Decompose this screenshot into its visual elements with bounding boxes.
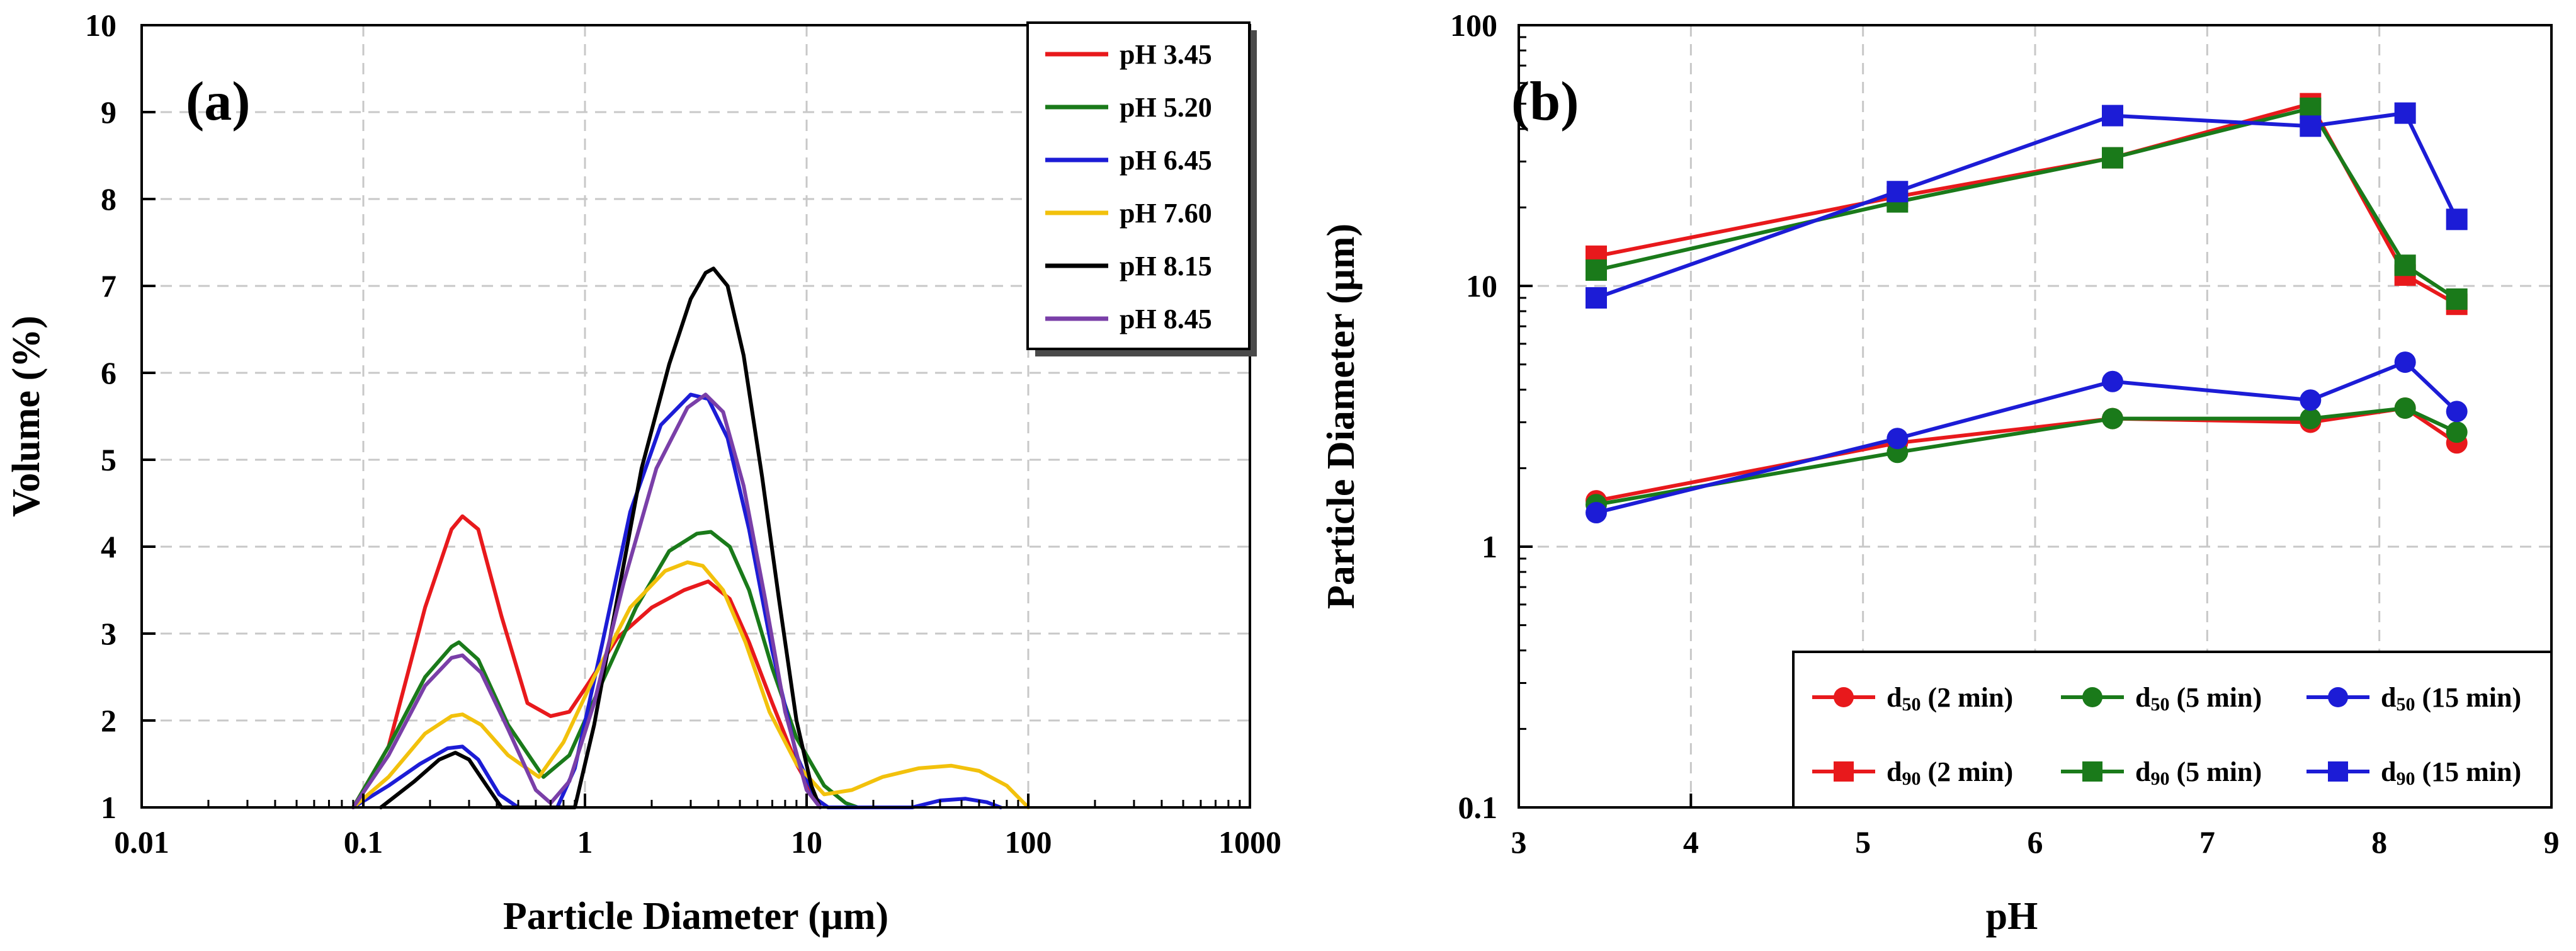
legend-box xyxy=(1026,21,1251,350)
panel-b-x-tick-label: 9 xyxy=(2544,824,2560,860)
legend-entry-label: d50 (2 min) xyxy=(1887,682,2013,715)
panel-a-chart: 0.01 0.1 1 10 100 1000 1 2 3 4 5 6 7 8 9 10 (a) Particl… xyxy=(5,8,1281,938)
series-line-ph-3-45 xyxy=(351,514,831,809)
panel-b-y-axis-label: Particle Diameter (μm) xyxy=(1320,224,1363,609)
data-point-d90-15-min xyxy=(2446,208,2468,231)
data-point-d50-15-min xyxy=(1887,428,1909,450)
panel-b-ticks: 3 4 5 6 7 8 9 0.1 1 10 100 xyxy=(1450,8,2560,860)
data-point-d50-5-min xyxy=(2446,421,2468,443)
data-point-d50-15-min xyxy=(2394,351,2416,373)
panel-a-y-tick-label: 7 xyxy=(101,268,116,304)
legend-entry-label: d50 (5 min) xyxy=(2135,682,2262,715)
panel-b-series xyxy=(1586,93,2468,524)
panel-a-x-tick-label: 1000 xyxy=(1218,824,1281,860)
legend-box xyxy=(1792,651,2553,809)
data-point-d90-15-min xyxy=(2394,102,2416,124)
legend-entry-label: d90 (2 min) xyxy=(1887,756,2013,789)
legend-entry-label: pH 6.45 xyxy=(1120,145,1212,176)
panel-a-y-tick-label: 2 xyxy=(101,703,116,738)
panel-a-plot-frame xyxy=(140,24,1251,809)
legend-entry-label: pH 8.15 xyxy=(1120,251,1212,282)
panel-b-chart: 3 4 5 6 7 8 9 0.1 1 10 100 (b) pH Particle Diamete… xyxy=(1320,8,2560,938)
panel-a-y-tick-label: 4 xyxy=(101,529,116,564)
series-line-ph-8-15 xyxy=(378,266,822,809)
panel-b-x-axis-label: pH xyxy=(1986,895,2038,938)
data-point-d50-15-min xyxy=(2446,401,2468,423)
panel-b-x-tick-label: 8 xyxy=(2371,824,2387,860)
data-point-d90-5-min xyxy=(2394,254,2416,276)
series-line-ph-8-45 xyxy=(351,392,822,809)
data-point-d50-5-min xyxy=(2102,407,2123,430)
legend-marker xyxy=(2328,687,2348,707)
legend-entry-label: pH 3.45 xyxy=(1120,39,1212,70)
panel-b-y-tick-label: 100 xyxy=(1450,8,1497,43)
panel-a-y-tick-label: 5 xyxy=(101,442,116,477)
data-point-d50-15-min xyxy=(2300,389,2322,411)
data-point-d90-15-min xyxy=(2102,105,2123,127)
data-point-d90-15-min xyxy=(1887,181,1909,203)
data-point-d50-15-min xyxy=(1586,502,1607,524)
panel-a-gridlines xyxy=(142,25,1250,807)
panel-b-x-tick-label: 5 xyxy=(1855,824,1871,860)
panel-a-x-tick-label: 0.01 xyxy=(114,824,169,860)
panel-b-y-tick-label: 1 xyxy=(1482,529,1497,564)
legend-entry-label: d90 (5 min) xyxy=(2135,756,2262,789)
legend-entry-label: pH 8.45 xyxy=(1120,304,1212,334)
panel-a-y-tick-label: 6 xyxy=(101,355,116,390)
panel-a-x-tick-label: 0.1 xyxy=(344,824,383,860)
panel-a-x-tick-label: 10 xyxy=(791,824,822,860)
data-point-d90-15-min xyxy=(1586,287,1607,309)
panel-a-ticks: 0.01 0.1 1 10 100 1000 1 2 3 4 5 6 7 8 9 10 xyxy=(85,8,1281,860)
legend-marker xyxy=(2082,761,2102,782)
data-point-d90-5-min xyxy=(1586,259,1607,281)
panel-a-y-tick-label: 3 xyxy=(101,616,116,651)
legend-entry-label: pH 5.20 xyxy=(1120,92,1212,123)
panel-a-y-tick-label: 8 xyxy=(101,181,116,217)
legend-entry-label: d90 (15 min) xyxy=(2381,756,2521,789)
series-line-d90-15-min xyxy=(1596,111,2459,300)
panel-b-label: (b) xyxy=(1511,71,1579,132)
data-point-d50-5-min xyxy=(2300,407,2322,430)
panel-b-x-tick-label: 4 xyxy=(1683,824,1699,860)
series-line-d50-15-min xyxy=(1596,360,2458,515)
data-point-d90-5-min xyxy=(2102,147,2123,169)
panel-a-x-tick-label: 1 xyxy=(577,824,593,860)
data-point-d50-5-min xyxy=(2394,397,2416,419)
legend-marker xyxy=(2082,687,2102,707)
panel-b-y-tick-label: 0.1 xyxy=(1458,790,1498,825)
panel-b-legend: d50 (2 min) d50 (5 min) d50 (15 min) d90 (2… xyxy=(1792,651,2553,809)
panel-a-y-axis-label: Volume (%) xyxy=(5,316,48,517)
panel-a-x-tick-label: 100 xyxy=(1005,824,1052,860)
legend-marker xyxy=(1834,761,1854,782)
data-point-d90-5-min xyxy=(2300,97,2322,119)
legend-entry-label: pH 7.60 xyxy=(1120,198,1212,229)
panel-b-x-tick-label: 3 xyxy=(1511,824,1527,860)
panel-a-legend: pH 3.45 pH 5.20 pH 6.45 pH 7.60 pH 8.15 pH 8.… xyxy=(1026,21,1257,356)
data-point-d90-15-min xyxy=(2300,115,2322,137)
legend-marker xyxy=(2328,761,2348,782)
series-line-ph-7-60 xyxy=(351,560,1030,809)
panel-b-x-tick-label: 6 xyxy=(2028,824,2043,860)
data-point-d50-15-min xyxy=(2102,370,2123,392)
panel-a-x-axis-label: Particle Diameter (μm) xyxy=(503,895,888,938)
panel-b-y-tick-label: 10 xyxy=(1466,268,1497,304)
data-point-d90-5-min xyxy=(2446,288,2468,310)
panel-a-label: (a) xyxy=(186,71,251,132)
legend-marker xyxy=(1834,687,1854,707)
panel-a-y-tick-label: 9 xyxy=(101,94,116,130)
legend-entry-label: d50 (15 min) xyxy=(2381,682,2521,715)
panel-a-y-tick-label: 1 xyxy=(101,790,116,825)
panel-b-x-tick-label: 7 xyxy=(2199,824,2215,860)
panel-a-y-tick-label: 10 xyxy=(85,8,116,43)
